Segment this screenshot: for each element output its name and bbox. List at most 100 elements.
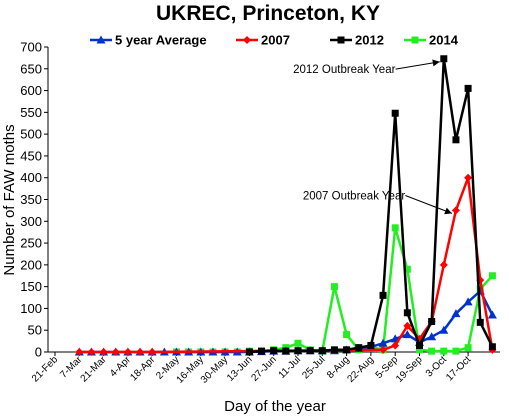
- x-tick-label: 17-Oct: [444, 354, 473, 383]
- y-tick-label: 300: [20, 214, 42, 229]
- annotation-arrow: [405, 195, 453, 214]
- y-tick-label: 550: [20, 105, 42, 120]
- data-point-2014: [428, 347, 436, 355]
- legend-label: 2007: [261, 33, 290, 48]
- x-tick-label: 25-Jul: [300, 354, 327, 381]
- y-tick-label: 0: [35, 345, 42, 360]
- data-point-2007: [75, 348, 84, 356]
- data-point-2012: [379, 291, 387, 299]
- legend-item-2012: 2012: [330, 33, 384, 48]
- data-point-2012: [391, 109, 399, 117]
- data-point-2012: [416, 341, 423, 349]
- data-point-2007: [464, 173, 473, 182]
- y-tick-label: 600: [20, 83, 42, 98]
- data-point-2007: [439, 260, 448, 269]
- x-tick-label: 19-Sep: [394, 354, 425, 385]
- data-point-5-year-average: [451, 309, 461, 318]
- x-tick-label: 21-Mar: [79, 354, 110, 385]
- data-point-2007: [123, 348, 132, 356]
- data-point-2007: [379, 345, 388, 354]
- data-point-5-year-average: [427, 332, 437, 341]
- series-2012: [245, 55, 496, 356]
- annotations: 2012 Outbreak Year 2007 Outbreak Year: [293, 59, 453, 215]
- data-point-2014: [343, 331, 351, 339]
- legend-label: 2012: [355, 33, 384, 48]
- series-line-2012: [249, 57, 494, 354]
- data-point-2012: [306, 347, 314, 355]
- y-tick-label: 400: [20, 170, 42, 185]
- data-point-5-year-average: [378, 338, 388, 347]
- data-point-2007: [451, 206, 460, 215]
- y-tick-label: 500: [20, 127, 42, 142]
- y-tick-label: 200: [20, 257, 42, 272]
- annotation-arrow: [395, 61, 440, 70]
- chart-title: UKREC, Princeton, KY: [156, 2, 380, 25]
- data-point-2014: [464, 344, 472, 352]
- data-point-2014: [452, 347, 460, 355]
- annotation-label: 2012 Outbreak Year: [293, 64, 395, 76]
- data-point-5-year-average: [439, 325, 449, 334]
- legend: 5 year Average 2007 2012 2014: [90, 33, 459, 48]
- y-tick-label: 650: [20, 61, 42, 76]
- data-point-2012: [488, 343, 496, 351]
- y-tick-label: 350: [20, 192, 42, 207]
- data-point-2014: [488, 272, 496, 280]
- annotation: 2012 Outbreak Year: [293, 59, 440, 76]
- data-point-2007: [148, 348, 157, 356]
- y-tick-label: 150: [20, 279, 42, 294]
- x-tick-label: 27-Jun: [249, 354, 278, 383]
- x-tick-label: 30-May: [199, 354, 230, 385]
- data-point-2007: [87, 348, 96, 356]
- annotation-arrowhead: [432, 59, 440, 67]
- data-point-2007: [136, 348, 145, 356]
- data-point-2012: [245, 348, 253, 356]
- data-point-5-year-average: [487, 310, 497, 319]
- data-point-2014: [440, 347, 448, 355]
- annotation: 2007 Outbreak Year: [303, 191, 453, 215]
- data-point-2014: [391, 224, 399, 232]
- annotation-label: 2007 Outbreak Year: [303, 191, 405, 203]
- data-point-2012: [330, 346, 338, 354]
- data-point-2007: [99, 348, 108, 356]
- y-tick-label: 700: [20, 40, 42, 55]
- data-point-2014: [330, 283, 338, 291]
- legend-swatch-marker: [243, 36, 251, 44]
- data-point-5-year-average: [402, 330, 412, 339]
- data-point-2014: [294, 339, 302, 347]
- data-point-2007: [391, 341, 400, 350]
- annotation-arrowhead: [444, 207, 452, 215]
- y-tick-label: 250: [20, 236, 42, 251]
- legend-label: 5 year Average: [115, 33, 207, 48]
- data-point-2012: [428, 318, 436, 325]
- data-point-2012: [343, 346, 351, 354]
- legend-item-2014: 2014: [404, 33, 459, 48]
- series-layer: [74, 55, 497, 356]
- data-point-2012: [367, 341, 375, 349]
- x-tick-label: 11-Jul: [277, 354, 304, 381]
- data-point-2012: [476, 318, 484, 326]
- data-point-2012: [282, 347, 290, 355]
- data-point-5-year-average: [463, 297, 473, 306]
- legend-swatch-marker: [96, 35, 106, 44]
- y-axis-ticks: 0 50 100 150 200 250 300 350 400 450 500 550 600 650 7…: [20, 40, 48, 360]
- x-tick-label: 13-Jun: [225, 354, 254, 383]
- y-axis-label: Number of FAW moths: [1, 124, 18, 275]
- data-point-2012: [403, 309, 411, 317]
- x-tick-label: 22-Aug: [345, 354, 376, 385]
- data-point-2014: [416, 346, 423, 354]
- data-point-2012: [355, 344, 363, 352]
- x-tick-label: 18-Apr: [128, 354, 157, 383]
- y-tick-label: 450: [20, 148, 42, 163]
- data-point-2007: [111, 348, 120, 356]
- data-point-2012: [440, 55, 448, 63]
- legend-item-2007: 2007: [236, 33, 290, 48]
- legend-label: 2014: [429, 33, 459, 48]
- data-point-2012: [294, 347, 302, 355]
- data-point-2012: [258, 347, 266, 355]
- legend-swatch-marker: [337, 36, 345, 44]
- y-tick-label: 50: [28, 323, 42, 338]
- legend-swatch-marker: [411, 36, 419, 44]
